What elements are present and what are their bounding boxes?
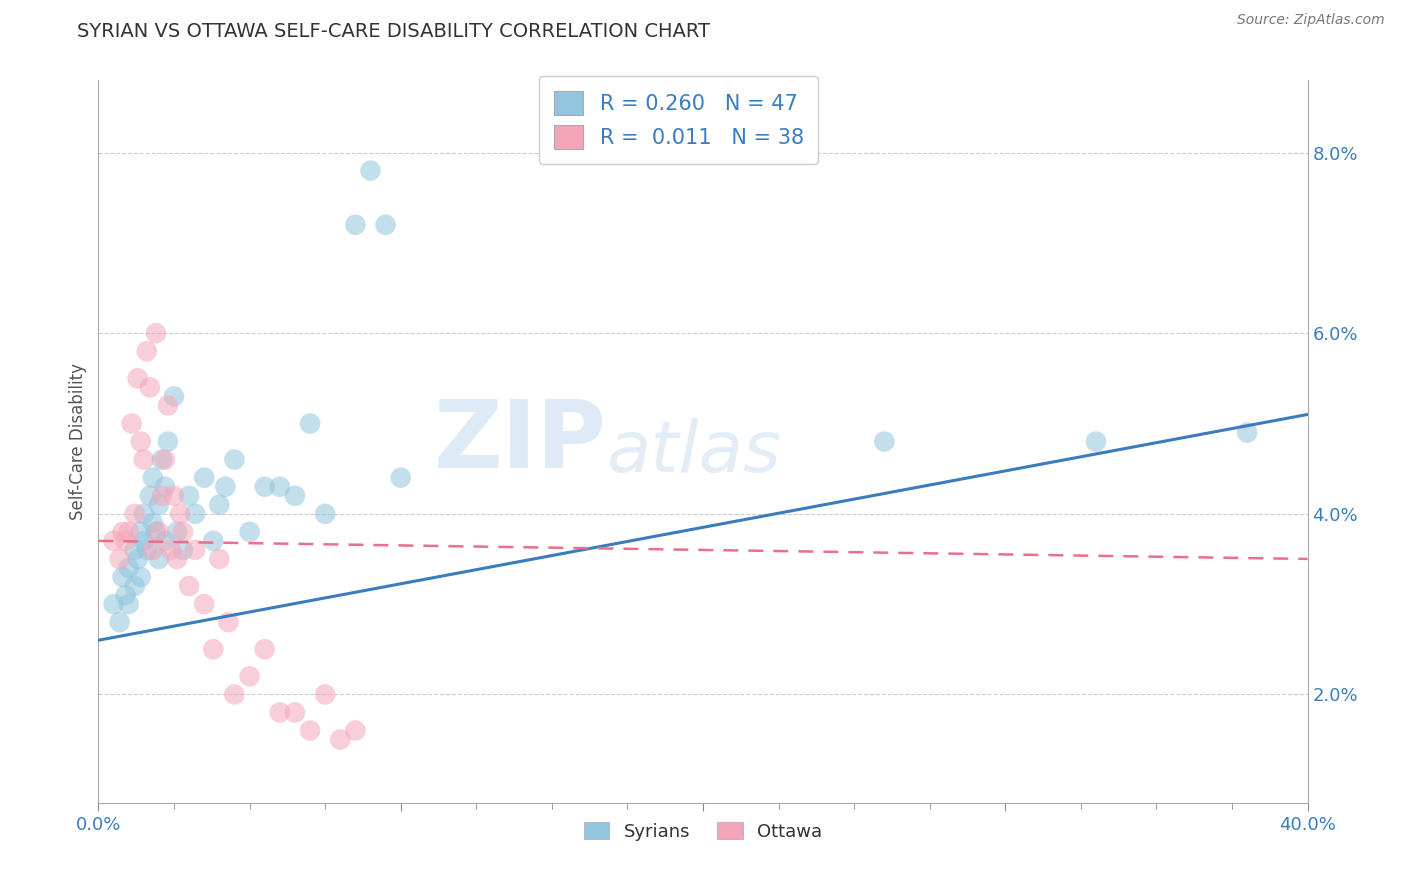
Point — [166, 524, 188, 539]
Point — [1236, 425, 1258, 440]
Point — [166, 552, 188, 566]
Text: atlas: atlas — [606, 417, 780, 487]
Point — [129, 570, 152, 584]
Point — [156, 434, 179, 449]
Point — [299, 417, 322, 431]
Point — [214, 480, 236, 494]
Point — [139, 380, 162, 394]
Point — [132, 507, 155, 521]
Point — [111, 570, 134, 584]
Point — [114, 533, 136, 548]
Point — [153, 452, 176, 467]
Point — [127, 371, 149, 385]
Legend: Syrians, Ottawa: Syrians, Ottawa — [576, 815, 830, 848]
Point — [153, 480, 176, 494]
Point — [172, 542, 194, 557]
Point — [153, 533, 176, 548]
Point — [873, 434, 896, 449]
Point — [139, 489, 162, 503]
Point — [314, 687, 336, 701]
Point — [103, 533, 125, 548]
Point — [124, 542, 146, 557]
Point — [184, 542, 207, 557]
Text: ZIP: ZIP — [433, 395, 606, 488]
Point — [208, 498, 231, 512]
Point — [284, 489, 307, 503]
Point — [202, 533, 225, 548]
Point — [169, 507, 191, 521]
Point — [224, 687, 246, 701]
Y-axis label: Self-Care Disability: Self-Care Disability — [69, 363, 87, 520]
Point — [132, 533, 155, 548]
Point — [145, 326, 167, 340]
Point — [208, 552, 231, 566]
Point — [142, 516, 165, 530]
Point — [172, 524, 194, 539]
Point — [1085, 434, 1108, 449]
Point — [108, 552, 131, 566]
Text: Source: ZipAtlas.com: Source: ZipAtlas.com — [1237, 13, 1385, 28]
Point — [314, 507, 336, 521]
Point — [163, 489, 186, 503]
Point — [148, 552, 170, 566]
Point — [374, 218, 396, 232]
Point — [118, 524, 141, 539]
Point — [124, 579, 146, 593]
Point — [193, 470, 215, 484]
Point — [269, 480, 291, 494]
Point — [179, 489, 201, 503]
Point — [239, 669, 262, 683]
Point — [150, 452, 173, 467]
Point — [360, 163, 382, 178]
Point — [156, 398, 179, 412]
Point — [389, 470, 412, 484]
Text: SYRIAN VS OTTAWA SELF-CARE DISABILITY CORRELATION CHART: SYRIAN VS OTTAWA SELF-CARE DISABILITY CO… — [77, 22, 710, 41]
Point — [118, 561, 141, 575]
Point — [121, 417, 143, 431]
Point — [142, 470, 165, 484]
Point — [148, 498, 170, 512]
Point — [239, 524, 262, 539]
Point — [193, 597, 215, 611]
Point — [150, 489, 173, 503]
Point — [135, 542, 157, 557]
Point — [344, 723, 367, 738]
Point — [127, 552, 149, 566]
Point — [344, 218, 367, 232]
Point — [124, 507, 146, 521]
Point — [224, 452, 246, 467]
Point — [129, 524, 152, 539]
Point — [108, 615, 131, 630]
Point — [179, 579, 201, 593]
Point — [253, 480, 276, 494]
Point — [145, 524, 167, 539]
Point — [202, 642, 225, 657]
Point — [129, 434, 152, 449]
Point — [160, 542, 183, 557]
Point — [163, 389, 186, 403]
Point — [184, 507, 207, 521]
Point — [103, 597, 125, 611]
Point — [111, 524, 134, 539]
Point — [269, 706, 291, 720]
Point — [135, 344, 157, 359]
Point — [253, 642, 276, 657]
Point — [114, 588, 136, 602]
Point — [142, 542, 165, 557]
Point — [299, 723, 322, 738]
Point — [132, 452, 155, 467]
Point — [329, 732, 352, 747]
Point — [148, 524, 170, 539]
Point — [284, 706, 307, 720]
Point — [118, 597, 141, 611]
Point — [217, 615, 239, 630]
